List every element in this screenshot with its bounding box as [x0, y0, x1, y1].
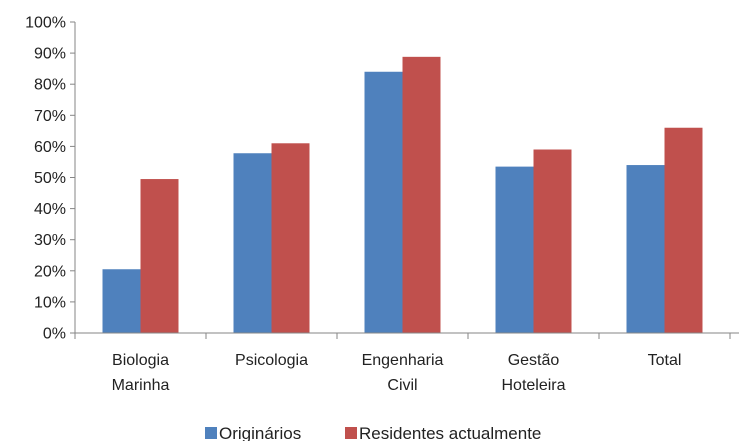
bar-residentes	[402, 56, 441, 333]
x-category-label: Civil	[387, 377, 417, 394]
y-tick-label: 70%	[34, 108, 66, 125]
legend-swatch	[345, 427, 357, 439]
bar-originarios	[626, 165, 665, 333]
bar-residentes	[664, 127, 703, 334]
y-tick-label: 80%	[34, 77, 66, 94]
bar-originarios	[364, 71, 403, 333]
bars	[102, 56, 703, 334]
legend: Originários Residentes actualmente	[205, 424, 541, 441]
y-tick-label: 30%	[34, 232, 66, 249]
y-axis: 0% 10% 20% 30% 40% 50% 60% 70% 80% 90% 100%	[25, 15, 76, 343]
y-tick-label: 40%	[34, 201, 66, 218]
y-tick-label: 60%	[34, 139, 66, 156]
bar-originarios	[233, 153, 272, 333]
x-category-label: Marinha	[112, 377, 170, 394]
bar-residentes	[271, 143, 310, 333]
x-category-label: Gestão	[508, 352, 560, 369]
y-tick-label: 50%	[34, 170, 66, 187]
x-axis: Biologia Marinha Psicologia Engenharia Civil…	[74, 332, 739, 394]
x-category-label: Hoteleira	[501, 377, 565, 394]
x-category-label: Biologia	[112, 352, 169, 369]
bar-residentes	[140, 179, 179, 333]
y-tick-label: 90%	[34, 46, 66, 63]
y-tick-label: 0%	[43, 326, 66, 343]
y-tick-label: 20%	[34, 263, 66, 280]
bar-originarios	[495, 166, 534, 333]
x-category-label: Engenharia	[362, 352, 444, 369]
x-category-label: Total	[648, 352, 682, 369]
bar-originarios	[102, 269, 141, 333]
y-tick-label: 10%	[34, 294, 66, 311]
legend-swatch	[205, 427, 217, 439]
bar-residentes	[533, 149, 572, 333]
x-category-label: Psicologia	[235, 352, 308, 369]
legend-label: Originários	[219, 424, 301, 441]
legend-label: Residentes actualmente	[359, 424, 541, 441]
y-tick-label: 100%	[25, 15, 66, 32]
